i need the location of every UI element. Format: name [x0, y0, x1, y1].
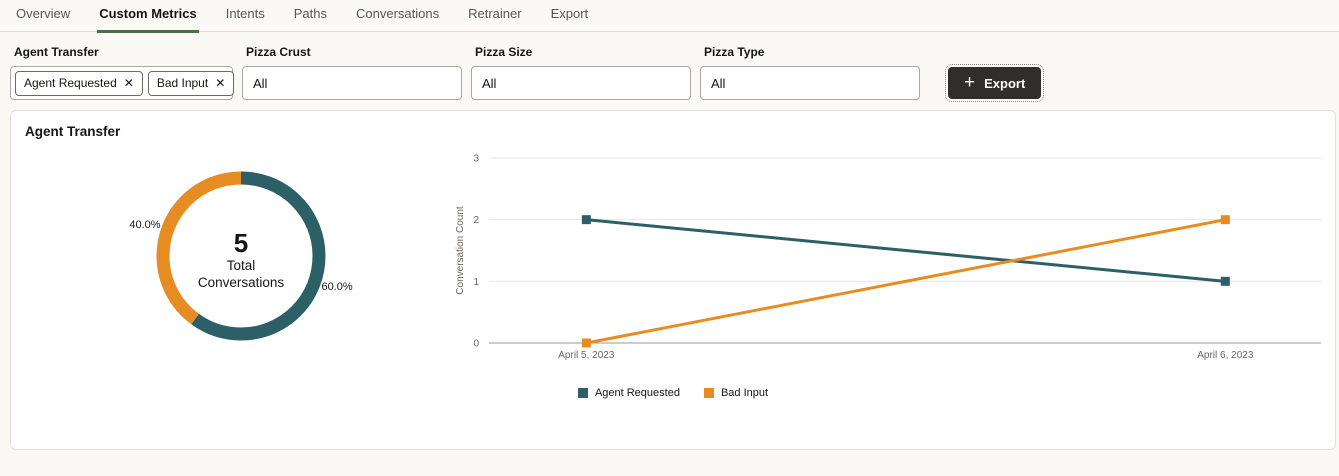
donut-center-text: 5 Total Conversations [161, 229, 321, 291]
plus-icon: + [964, 71, 976, 93]
chart-legend: Agent Requested Bad Input [11, 387, 1335, 399]
tab-retrainer[interactable]: Retrainer [468, 6, 522, 21]
chip-bad-input-text: Bad Input [156, 76, 209, 90]
series-line-bad-input[interactable] [586, 218, 1226, 345]
tab-overview[interactable]: Overview [16, 6, 71, 21]
x-tick-april-5-2023: April 5, 2023 [558, 350, 615, 361]
filter-row: Agent Transfer Agent Requested ✕ Bad Inp… [0, 32, 1339, 102]
panel-title: Agent Transfer [25, 124, 121, 139]
chip-bad-input[interactable]: Bad Input ✕ [147, 70, 235, 96]
filter-pizza-crust: Pizza Crust All [242, 45, 462, 100]
total-conversations-value: 5 [233, 228, 249, 258]
legend-item-agent-requested[interactable]: Agent Requested [577, 387, 680, 399]
series-line-agent-requested[interactable] [586, 218, 1226, 283]
export-button-label: Export [984, 75, 1026, 91]
legend-swatch-agent-requested [577, 388, 588, 398]
marker-bad-input-april-5-2023[interactable] [581, 338, 591, 348]
export-button[interactable]: + Export [944, 64, 1045, 102]
donut-chart: 5 Total Conversations 60.0% 40.0% [106, 151, 376, 363]
pizza-type-select[interactable]: All [700, 66, 920, 100]
filter-pizza-size: Pizza Size All [471, 45, 691, 100]
agent-transfer-panel: Agent Transfer 5 Total Conversations 60.… [10, 110, 1336, 450]
legend-label-agent-requested: Agent Requested [594, 387, 680, 399]
remove-chip-icon[interactable]: ✕ [123, 76, 134, 90]
y-tick-0: 0 [473, 339, 479, 350]
marker-agent-requested-april-6-2023[interactable] [1220, 276, 1230, 286]
y-tick-2: 2 [473, 215, 479, 226]
legend-item-bad-input[interactable]: Bad Input [703, 387, 769, 399]
tab-custom-metrics[interactable]: Custom Metrics [97, 0, 199, 33]
legend-label-bad-input: Bad Input [720, 387, 769, 399]
total-label-line2: Conversations [197, 275, 285, 290]
chip-agent-requested-text: Agent Requested [24, 76, 117, 90]
filter-pizza-size-label: Pizza Size [475, 45, 533, 59]
pizza-size-select[interactable]: All [471, 66, 691, 100]
filter-agent-transfer: Agent Transfer Agent Requested ✕ Bad Inp… [10, 45, 235, 100]
donut-slice-label-bad-input: 40.0% [129, 218, 161, 231]
export-button-wrap: + Export [944, 64, 1045, 102]
y-axis-title: Conversation Count [455, 206, 466, 295]
y-tick-1: 1 [473, 277, 479, 288]
marker-agent-requested-april-5-2023[interactable] [581, 215, 591, 225]
filter-pizza-type: Pizza Type All [700, 45, 920, 100]
top-tab-bar: Overview Custom Metrics Intents Paths Co… [0, 0, 1339, 33]
x-tick-april-6-2023: April 6, 2023 [1197, 350, 1254, 361]
donut-slice-label-agent-requested: 60.0% [321, 281, 353, 294]
chip-agent-requested[interactable]: Agent Requested ✕ [15, 70, 143, 96]
donut-svg [156, 171, 326, 341]
marker-bad-input-april-6-2023[interactable] [1220, 215, 1230, 225]
tab-conversations[interactable]: Conversations [356, 6, 440, 21]
legend-swatch-bad-input [703, 388, 714, 398]
filter-pizza-type-label: Pizza Type [704, 45, 765, 59]
tab-intents[interactable]: Intents [225, 6, 265, 21]
tab-paths[interactable]: Paths [293, 6, 327, 21]
pizza-crust-select[interactable]: All [242, 66, 462, 100]
y-tick-3: 3 [473, 154, 479, 165]
line-chart: 0 1 2 3 Conversation Count April 5, 2023 April… [451, 151, 1339, 366]
filter-agent-transfer-label: Agent Transfer [14, 45, 99, 59]
agent-transfer-combobox[interactable]: Agent Requested ✕ Bad Input ✕ [10, 66, 235, 100]
filter-pizza-crust-label: Pizza Crust [246, 45, 311, 59]
tab-export[interactable]: Export [550, 6, 589, 21]
line-chart-svg: 0 1 2 3 Conversation Count April 5, 2023 April… [455, 154, 1321, 361]
total-label-line1: Total [226, 258, 256, 273]
donut-slice-bad-input[interactable] [156, 171, 326, 341]
remove-chip-icon[interactable]: ✕ [215, 76, 226, 90]
